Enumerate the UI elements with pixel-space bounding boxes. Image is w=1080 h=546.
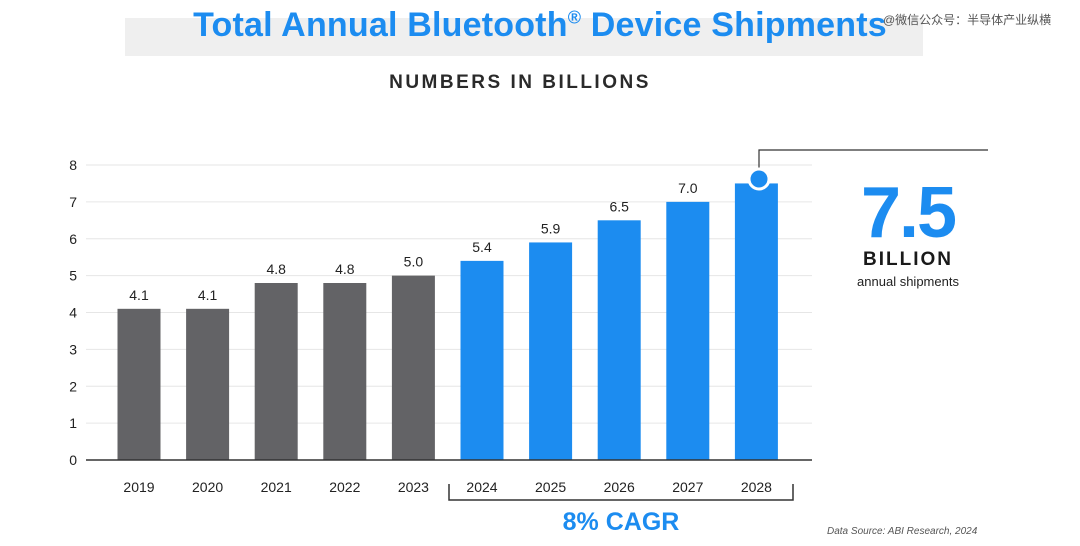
x-tick-label: 2021 — [261, 479, 292, 495]
value-label: 4.8 — [266, 261, 286, 277]
value-label: 4.1 — [129, 287, 149, 303]
x-tick-label: 2024 — [466, 479, 497, 495]
bar-2020 — [186, 308, 230, 460]
value-label: 5.4 — [472, 239, 492, 255]
x-tick-label: 2028 — [741, 479, 772, 495]
y-tick-label: 0 — [69, 452, 77, 468]
value-label: 5.9 — [541, 220, 561, 236]
watermark: @微信公众号：半导体产业纵横 — [883, 13, 1052, 27]
bar-2021 — [254, 283, 298, 460]
x-axis-labels: 2019 2020 2021 2022 2023 2024 2025 2026 2027 2028 — [123, 479, 772, 495]
cagr-bracket — [448, 484, 794, 501]
bar-2024 — [460, 260, 504, 460]
y-tick-label: 2 — [69, 378, 77, 394]
bar-2025 — [529, 242, 573, 460]
callout-unit: BILLION — [863, 249, 953, 270]
bar-2026 — [597, 220, 641, 460]
x-tick-label: 2025 — [535, 479, 566, 495]
value-label: 4.8 — [335, 261, 355, 277]
x-tick-label: 2027 — [672, 479, 703, 495]
y-axis-ticks: 0 1 2 3 4 5 6 7 8 — [69, 157, 77, 468]
x-tick-label: 2023 — [398, 479, 429, 495]
callout-marker-dot — [747, 167, 771, 191]
cagr-label: 8% CAGR — [562, 508, 680, 536]
callout-description: annual shipments — [857, 274, 959, 289]
y-tick-label: 1 — [69, 415, 77, 431]
value-label: 4.1 — [198, 287, 218, 303]
chart-subtitle: NUMBERS IN BILLIONS — [389, 72, 651, 93]
x-tick-label: 2026 — [604, 479, 635, 495]
y-tick-label: 8 — [69, 157, 77, 173]
bars — [117, 183, 778, 460]
x-tick-label: 2020 — [192, 479, 223, 495]
data-source: Data Source: ABI Research, 2024 — [827, 526, 978, 537]
x-tick-label: 2019 — [123, 479, 154, 495]
y-tick-label: 3 — [69, 341, 77, 357]
title-background — [125, 18, 923, 56]
y-tick-label: 5 — [69, 268, 77, 284]
chart-title: Total Annual Bluetooth® Device Shipments — [193, 6, 887, 44]
x-tick-label: 2022 — [329, 479, 360, 495]
value-label: 5.0 — [404, 254, 424, 270]
bar-2027 — [666, 201, 710, 460]
y-tick-label: 6 — [69, 231, 77, 247]
value-labels: 4.1 4.1 4.8 4.8 5.0 5.4 5.9 6.5 7.0 — [129, 180, 697, 303]
callout-value: 7.5 — [860, 173, 957, 253]
y-tick-label: 4 — [69, 305, 77, 321]
bar-2019 — [117, 308, 161, 460]
value-label: 7.0 — [678, 180, 698, 196]
value-label: 6.5 — [609, 198, 629, 214]
bar-2022 — [323, 283, 367, 460]
bar-2028 — [734, 183, 778, 460]
bar-2023 — [391, 275, 435, 460]
y-tick-label: 7 — [69, 194, 77, 210]
